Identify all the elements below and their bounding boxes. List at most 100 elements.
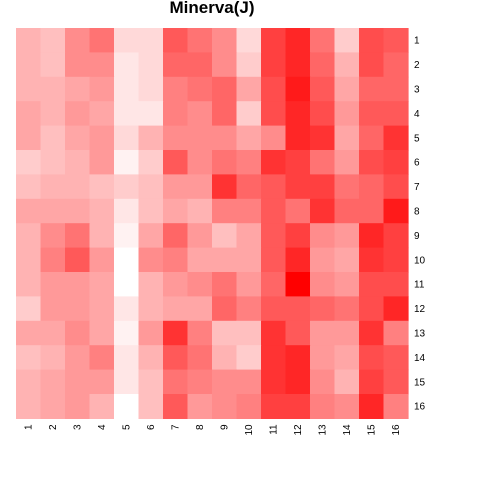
heatmap-cell-r15-c3: [65, 369, 91, 395]
heatmap-cell-r7-c13: [310, 174, 336, 200]
row-label-4: 4: [414, 109, 420, 120]
heatmap-cell-r10-c12: [285, 247, 311, 273]
heatmap-cell-r4-c14: [334, 101, 360, 127]
heatmap-cell-r3-c7: [163, 76, 189, 102]
heatmap-cell-r2-c9: [212, 52, 238, 78]
row-label-2: 2: [414, 60, 420, 71]
heatmap-cell-r8-c4: [89, 198, 115, 224]
heatmap-cell-r15-c11: [261, 369, 287, 395]
heatmap-cell-r11-c6: [138, 272, 164, 297]
heatmap-cell-r12-c7: [163, 296, 189, 322]
column-label-1: 1: [24, 424, 35, 430]
column-label-2: 2: [48, 424, 59, 430]
heatmap-cell-r9-c11: [261, 223, 287, 249]
heatmap-cell-r7-c11: [261, 174, 287, 200]
heatmap-cell-r4-c8: [187, 101, 213, 127]
heatmap-cell-r8-c7: [163, 198, 189, 224]
heatmap-cell-r10-c16: [383, 247, 409, 273]
heatmap-cell-r10-c5: [114, 247, 140, 273]
heatmap-cell-r15-c9: [212, 369, 238, 395]
heatmap-cell-r7-c5: [114, 174, 140, 200]
heatmap-cell-r2-c8: [187, 52, 213, 78]
heatmap-cell-r16-c2: [40, 394, 66, 419]
heatmap-cell-r11-c1: [16, 272, 42, 297]
heatmap-cell-r3-c13: [310, 76, 336, 102]
heatmap-cell-r2-c12: [285, 52, 311, 78]
heatmap-cell-r14-c14: [334, 345, 360, 371]
heatmap-cell-r2-c15: [359, 52, 385, 78]
column-label-4: 4: [97, 424, 108, 430]
column-label-5: 5: [122, 424, 133, 430]
heatmap-cell-r5-c12: [285, 125, 311, 151]
heatmap-cell-r5-c5: [114, 125, 140, 151]
heatmap-cell-r9-c1: [16, 223, 42, 249]
heatmap-cell-r16-c4: [89, 394, 115, 419]
column-label-6: 6: [146, 424, 157, 430]
row-label-5: 5: [414, 133, 420, 144]
heatmap-cell-r12-c3: [65, 296, 91, 322]
heatmap-cell-r3-c4: [89, 76, 115, 102]
heatmap-cell-r7-c14: [334, 174, 360, 200]
heatmap-cell-r10-c10: [236, 247, 262, 273]
heatmap-cell-r5-c8: [187, 125, 213, 151]
heatmap-cell-r15-c8: [187, 369, 213, 395]
heatmap-cell-r2-c14: [334, 52, 360, 78]
heatmap-cell-r10-c2: [40, 247, 66, 273]
heatmap-cell-r12-c12: [285, 296, 311, 322]
heatmap-cell-r11-c13: [310, 272, 336, 297]
heatmap-cell-r4-c5: [114, 101, 140, 127]
heatmap-cell-r14-c11: [261, 345, 287, 371]
row-label-8: 8: [414, 207, 420, 218]
heatmap-cell-r3-c10: [236, 76, 262, 102]
heatmap-cell-r1-c11: [261, 28, 287, 53]
heatmap-cell-r1-c6: [138, 28, 164, 53]
heatmap-cell-r3-c12: [285, 76, 311, 102]
heatmap-cell-r14-c7: [163, 345, 189, 371]
heatmap-cell-r6-c7: [163, 150, 189, 175]
heatmap-cell-r16-c15: [359, 394, 385, 419]
heatmap-cell-r5-c10: [236, 125, 262, 151]
heatmap-cell-r15-c14: [334, 369, 360, 395]
heatmap-cell-r7-c1: [16, 174, 42, 200]
heatmap-cell-r14-c8: [187, 345, 213, 371]
heatmap-cell-r15-c10: [236, 369, 262, 395]
row-label-11: 11: [414, 280, 425, 291]
heatmap-cell-r8-c15: [359, 198, 385, 224]
heatmap-cell-r15-c7: [163, 369, 189, 395]
heatmap-cell-r1-c13: [310, 28, 336, 53]
heatmap-cell-r4-c7: [163, 101, 189, 127]
heatmap-cell-r11-c3: [65, 272, 91, 297]
heatmap-cell-r15-c5: [114, 369, 140, 395]
heatmap-cell-r9-c3: [65, 223, 91, 249]
heatmap-cell-r13-c12: [285, 320, 311, 346]
heatmap-cell-r15-c13: [310, 369, 336, 395]
heatmap-cell-r6-c11: [261, 150, 287, 175]
heatmap-cell-r2-c7: [163, 52, 189, 78]
heatmap-cell-r12-c2: [40, 296, 66, 322]
heatmap-cell-r12-c8: [187, 296, 213, 322]
heatmap-cell-r11-c12: [285, 272, 311, 297]
heatmap-cell-r13-c14: [334, 320, 360, 346]
row-label-3: 3: [414, 85, 420, 96]
heatmap-cell-r8-c12: [285, 198, 311, 224]
heatmap-cell-r13-c4: [89, 320, 115, 346]
heatmap-cell-r3-c9: [212, 76, 238, 102]
heatmap-cell-r10-c4: [89, 247, 115, 273]
heatmap-cell-r3-c3: [65, 76, 91, 102]
heatmap-cell-r12-c13: [310, 296, 336, 322]
heatmap-cell-r13-c6: [138, 320, 164, 346]
heatmap-cell-r6-c2: [40, 150, 66, 175]
row-label-14: 14: [414, 353, 426, 364]
heatmap-cell-r7-c8: [187, 174, 213, 200]
heatmap-cell-r2-c6: [138, 52, 164, 78]
heatmap-cell-r1-c4: [89, 28, 115, 53]
heatmap-cell-r2-c3: [65, 52, 91, 78]
heatmap-cell-r4-c12: [285, 101, 311, 127]
heatmap-cell-r2-c11: [261, 52, 287, 78]
heatmap-cell-r5-c2: [40, 125, 66, 151]
row-label-10: 10: [414, 255, 426, 266]
heatmap-cell-r5-c6: [138, 125, 164, 151]
heatmap-cell-r16-c16: [383, 394, 409, 419]
heatmap-cell-r8-c9: [212, 198, 238, 224]
heatmap-cell-r13-c11: [261, 320, 287, 346]
